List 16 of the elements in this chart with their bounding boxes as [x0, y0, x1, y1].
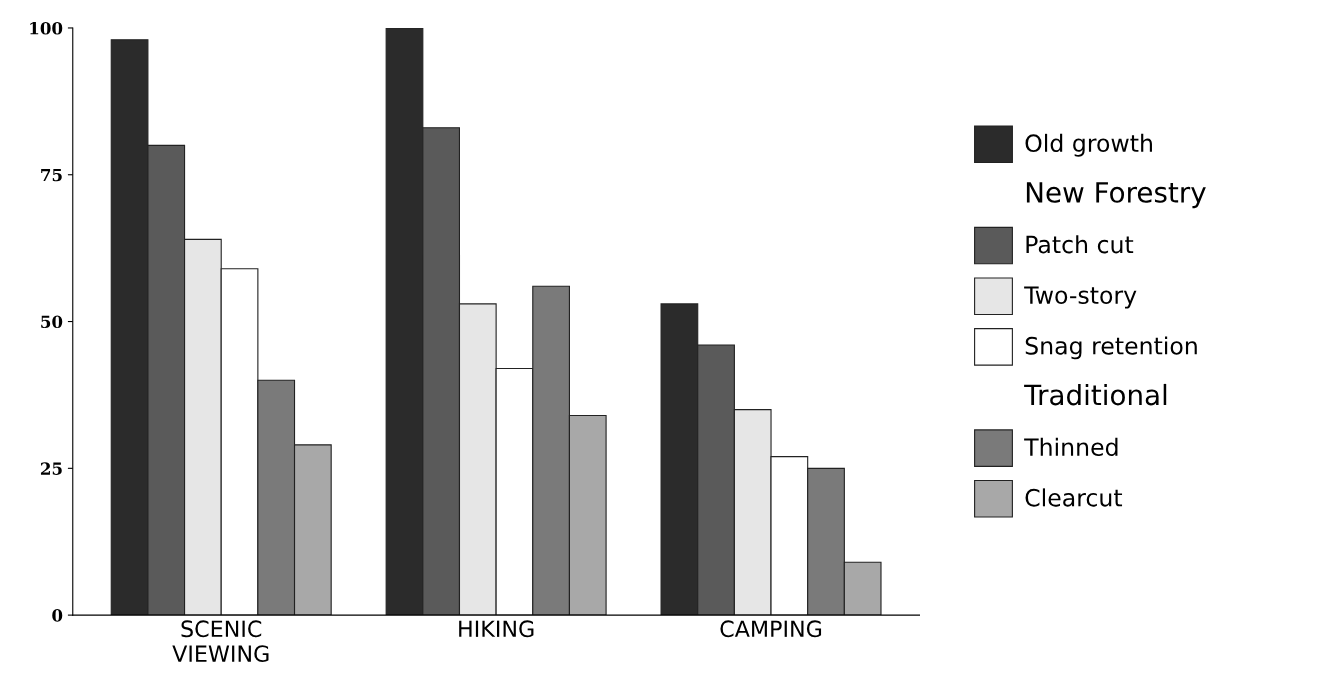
legend-label: Clearcut [1025, 488, 1123, 507]
text: New Forestry [1026, 182, 1206, 209]
y-tick-label: 25 [40, 462, 62, 475]
x-tick-label: SCENIC VIEWING [172, 620, 269, 663]
x-tick-label: CAMPING [720, 620, 822, 638]
legend-label: Thinned [1024, 437, 1118, 456]
legend-label: Snag retention [1025, 336, 1197, 360]
y-tick-label: 75 [41, 168, 62, 182]
legend-label: Two-story [1024, 286, 1137, 309]
legend-label: Patch cut [1026, 235, 1134, 254]
y-tick-label: 0 [52, 609, 63, 622]
legend-label: Old growth [1025, 133, 1152, 157]
y-tick-label: 100 [30, 21, 63, 35]
text: Traditional [1024, 383, 1167, 406]
x-tick-label: HIKING [459, 620, 534, 638]
y-tick-label: 50 [41, 315, 63, 329]
